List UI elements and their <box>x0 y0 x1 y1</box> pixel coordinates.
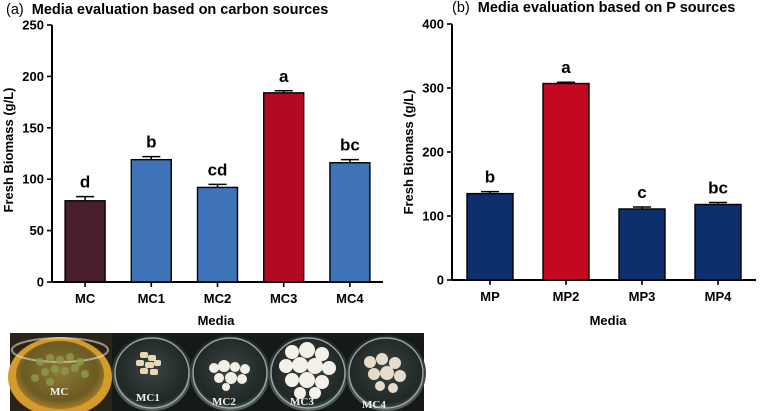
chart-b-ytick-label: 200 <box>422 145 444 160</box>
chart-a-xtick-label: MC1 <box>138 291 165 306</box>
chart-a-title: (a) Media evaluation based on carbon sou… <box>6 2 328 18</box>
chart-b-sig-letter: c <box>637 183 646 202</box>
photo-label-mc3: MC3 <box>290 396 314 408</box>
chart-b: (b) Media evaluation based on P sources … <box>401 0 756 328</box>
chart-b-xtick-label: MP3 <box>629 289 656 304</box>
chart-a-ytick-label: 100 <box>22 172 44 187</box>
chart-a-sig-letter: bc <box>340 136 360 155</box>
chart-b-xlabel: Media <box>590 313 628 328</box>
chart-b-title: (b) Media evaluation based on P sources <box>452 0 735 16</box>
chart-b-xtick-label: MP <box>480 289 500 304</box>
photo-label-mc1: MC1 <box>136 392 160 404</box>
photo-label-mc2: MC2 <box>212 396 236 408</box>
chart-a-xlabel: Media <box>198 313 236 328</box>
chart-b-bars: b a c bc <box>466 58 742 281</box>
chart-a-xtick-label: MC <box>75 291 96 306</box>
chart-a: (a) Media evaluation based on carbon sou… <box>1 2 383 328</box>
chart-a-bar-mc3 <box>263 92 305 283</box>
chart-a-sig-letter: a <box>279 67 289 86</box>
chart-b-ytick-label: 0 <box>437 273 444 288</box>
chart-a-bar-mc1 <box>130 158 173 283</box>
chart-b-ytick-label: 400 <box>422 17 444 32</box>
chart-b-bar-mp4 <box>694 203 742 281</box>
petri-dish-photo-strip: MC MC1 MC2 <box>8 333 426 411</box>
chart-b-sig-letter: a <box>561 58 571 77</box>
chart-b-sig-letter: bc <box>708 179 728 198</box>
chart-a-sig-letter: d <box>80 173 90 192</box>
photo-mc1: MC1 <box>112 333 192 411</box>
chart-a-xtick-label: MC2 <box>204 291 231 306</box>
chart-b-ytick-label: 300 <box>422 81 444 96</box>
chart-a-ytick-label: 0 <box>37 275 44 290</box>
photo-label-mc4: MC4 <box>362 399 386 411</box>
chart-b-title-text: Media evaluation based on P sources <box>478 0 736 16</box>
chart-b-bar-mp3 <box>618 208 666 281</box>
chart-b-bar-mp2 <box>542 82 590 281</box>
photo-mc4: MC4 <box>346 333 426 411</box>
chart-a-sig-letter: cd <box>208 160 228 179</box>
chart-a-ytick-label: 150 <box>22 120 44 135</box>
photo-label-mc: MC <box>50 386 68 398</box>
chart-a-bar-mc4 <box>329 162 371 283</box>
chart-a-xtick-label: MC4 <box>336 291 364 306</box>
photo-mc: MC <box>8 333 112 411</box>
chart-a-ytick-label: 250 <box>22 18 44 33</box>
chart-b-ytick-label: 100 <box>422 209 444 224</box>
chart-a-title-text: Media evaluation based on carbon sources <box>32 2 329 18</box>
chart-a-ytick-label: 200 <box>22 69 44 84</box>
chart-a-axes: 0 50 100 150 200 250 MC MC1 MC2 MC3 MC4 <box>22 18 383 306</box>
chart-b-sig-letter: b <box>485 168 495 187</box>
chart-a-bar-mc2 <box>196 186 239 283</box>
chart-a-bars: d b cd a bc <box>64 67 371 283</box>
chart-a-bar-mc <box>64 200 106 283</box>
chart-b-xtick-label: MP4 <box>705 289 733 304</box>
chart-b-panel-label: (b) <box>452 0 470 16</box>
chart-b-xtick-label: MP2 <box>553 289 580 304</box>
chart-b-ylabel: Fresh Biomass (g/L) <box>401 90 416 215</box>
chart-a-ytick-label: 50 <box>30 223 44 238</box>
photo-mc3: MC3 <box>268 333 348 411</box>
chart-a-sig-letter: b <box>146 133 156 152</box>
photo-mc2: MC2 <box>190 333 270 411</box>
chart-a-panel-label: (a) <box>6 2 24 18</box>
chart-a-ylabel: Fresh Biomass (g/L) <box>1 88 16 213</box>
chart-b-bar-mp <box>466 192 514 281</box>
chart-a-xtick-label: MC3 <box>270 291 297 306</box>
